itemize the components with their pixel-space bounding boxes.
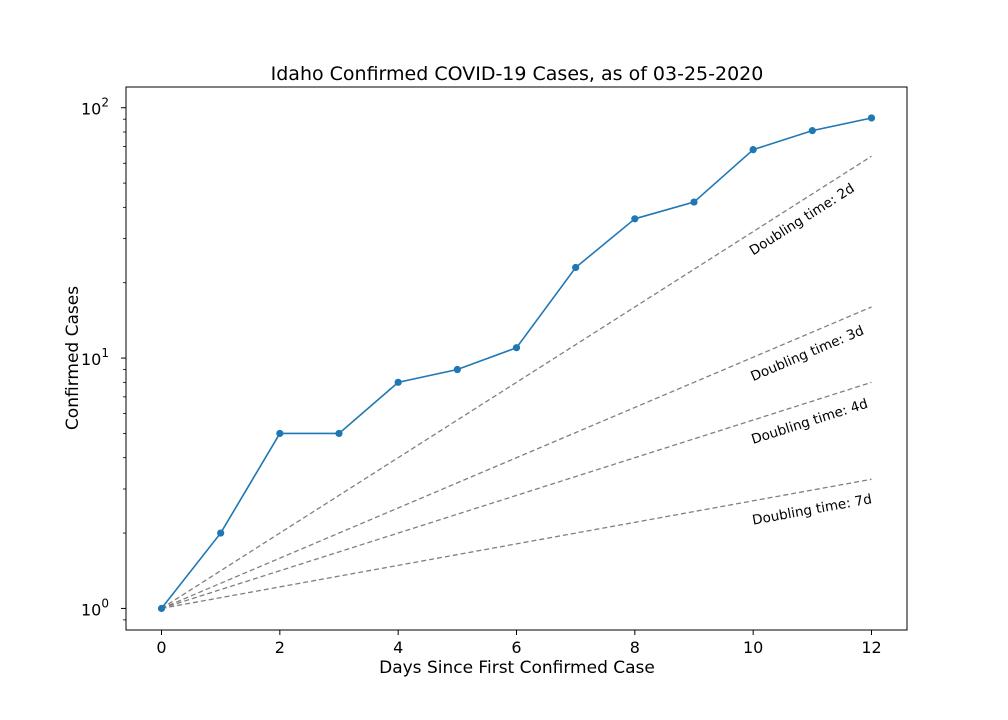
data-point [394,378,402,386]
data-point [512,344,521,352]
case-series [157,114,876,613]
doubling-reference-line [161,155,872,609]
doubling-reference-lines [161,155,872,610]
data-point [276,429,284,438]
y-axis: 100 101 102 [81,96,126,621]
data-point [631,215,639,223]
data-point [157,604,166,613]
data-point [217,529,225,537]
data-point [335,429,343,438]
data-point [867,114,876,122]
data-point [749,146,757,154]
doubling-reference-line [161,306,872,610]
x-tick-label: 6 [511,638,521,657]
data-point [453,365,461,374]
x-tick-label: 10 [743,638,763,657]
y-tick-label: 102 [81,96,109,119]
doubling-reference-line [161,478,872,610]
data-point [808,127,816,135]
data-point [690,198,698,206]
chart-title: Idaho Confirmed COVID-19 Cases, as of 03… [271,63,764,85]
x-tick-label: 4 [393,638,403,657]
x-tick-label: 0 [156,638,166,657]
y-tick-label: 101 [81,346,109,369]
x-tick-label: 8 [630,638,640,657]
y-axis-label: Confirmed Cases [63,286,83,430]
y-tick-label: 100 [81,596,109,619]
x-axis: 0 2 4 6 8 10 12 [156,630,882,657]
x-tick-label: 2 [275,638,285,657]
x-axis-label: Days Since First Confirmed Case [379,658,655,678]
data-point [572,263,580,272]
x-tick-label: 12 [861,638,881,657]
doubling-reference-line [161,381,872,610]
